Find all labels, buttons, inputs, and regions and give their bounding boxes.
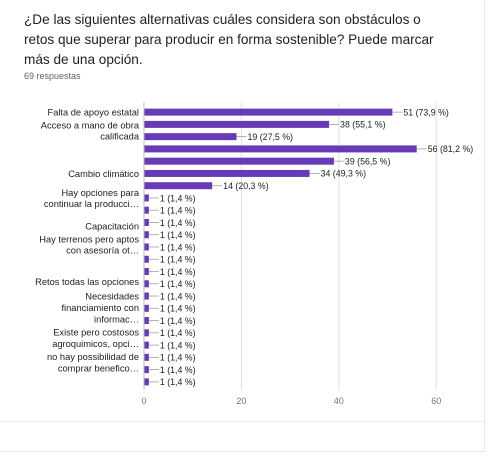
data-label: 1 (1,4 %) [160,353,196,363]
category-label: comprar benefico… [58,363,139,373]
card-divider [0,421,484,422]
data-label: 1 (1,4 %) [160,365,196,375]
bar [144,182,213,190]
bar [144,378,149,386]
data-label: 1 (1,4 %) [160,377,196,387]
category-label: financiamiento con [61,303,139,313]
bar [144,255,149,263]
x-tick-label: 60 [431,396,441,406]
category-label: Existe pero costosos [53,328,139,338]
bar [144,292,149,300]
bar [144,353,149,361]
bar [144,243,149,251]
bar [144,145,417,153]
category-label: Retos todas las opciones [35,277,139,287]
category-label: Acceso a mano de obra [41,120,140,130]
data-label: 56 (81,2 %) [428,144,474,154]
bar [144,329,149,337]
bar [144,120,330,128]
data-label: 1 (1,4 %) [160,291,196,301]
bar [144,157,334,165]
bar [144,317,149,325]
category-label: informac… [94,314,139,324]
x-tick-label: 40 [334,396,344,406]
data-label: 19 (27,5 %) [248,132,294,142]
category-label: Cambio climático [68,169,139,179]
x-tick-label: 20 [236,396,246,406]
category-label: agroquimicos, opci… [52,339,139,349]
category-label: Hay opciones para [61,188,139,198]
bar [144,268,149,276]
category-label: Necesidades [85,292,139,302]
data-label: 1 (1,4 %) [160,242,196,252]
data-label: 1 (1,4 %) [160,255,196,265]
data-label: 14 (20,3 %) [223,181,269,191]
data-label: 1 (1,4 %) [160,230,196,240]
data-label: 1 (1,4 %) [160,316,196,326]
x-tick-label: 0 [141,396,146,406]
category-label: no hay possibilidad de [47,352,139,362]
bar [144,366,149,374]
bar [144,218,149,226]
category-label: Falta de apoyo estatal [48,108,139,118]
data-label: 39 (56,5 %) [345,156,391,166]
bar [144,304,149,312]
data-label: 1 (1,4 %) [160,328,196,338]
bar-chart: 0 20 40 60 Falta de apoyo estatal Acceso a ma… [35,102,474,406]
question-title: ¿De las siguientes alternativas cuáles c… [24,12,434,67]
bar [144,341,149,349]
category-label: Capacitación [85,222,139,232]
bar [144,194,149,202]
bar [144,231,149,239]
bar [144,133,237,141]
category-label: calificada [100,132,140,142]
bar [144,206,149,214]
data-label: 51 (73,9 %) [403,107,449,117]
data-label: 34 (49,3 %) [321,169,367,179]
category-label: Hay terrenos pero aptos [39,234,139,244]
data-label: 38 (55,1 %) [340,120,386,130]
data-label: 1 (1,4 %) [160,193,196,203]
data-label: 1 (1,4 %) [160,218,196,228]
category-label: continuar la producci… [44,199,139,209]
bar [144,108,393,116]
data-label: 1 (1,4 %) [160,340,196,350]
bar [144,169,310,177]
bar [144,280,149,288]
category-label: con asesoría ot… [66,246,139,256]
data-label: 1 (1,4 %) [160,206,196,216]
response-count: 69 respuestas [24,71,81,81]
data-label: 1 (1,4 %) [160,267,196,277]
data-label: 1 (1,4 %) [160,279,196,289]
data-label: 1 (1,4 %) [160,304,196,314]
